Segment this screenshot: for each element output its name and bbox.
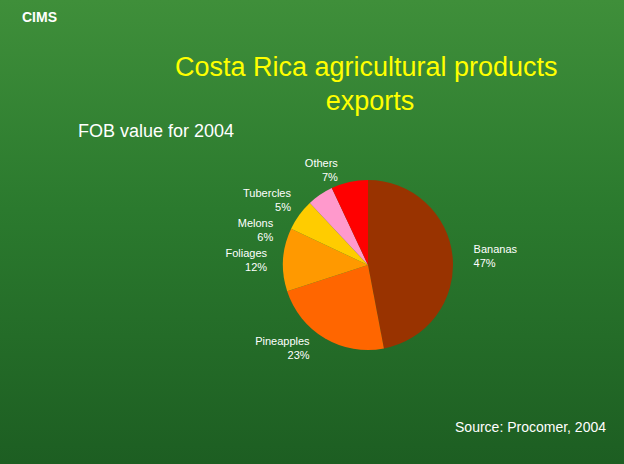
svg-text:FOB value for 2004: FOB value for 2004: [78, 121, 234, 141]
svg-text:12%: 12%: [245, 261, 267, 273]
svg-text:7%: 7%: [322, 171, 338, 183]
svg-text:6%: 6%: [257, 231, 273, 243]
svg-text:Source: Procomer, 2004: Source: Procomer, 2004: [455, 419, 606, 435]
svg-text:23%: 23%: [288, 349, 310, 361]
svg-text:Costa Rica agricultural produc: Costa Rica agricultural products: [175, 52, 565, 82]
svg-text:Melons: Melons: [238, 217, 274, 229]
svg-text:Foliages: Foliages: [226, 247, 268, 259]
svg-text:Others: Others: [305, 157, 339, 169]
svg-text:Bananas: Bananas: [474, 243, 518, 255]
svg-text:exports: exports: [326, 86, 415, 116]
svg-text:Pineapples: Pineapples: [255, 335, 310, 347]
svg-text:47%: 47%: [474, 257, 496, 269]
svg-text:CIMS: CIMS: [22, 9, 57, 25]
svg-text:Tubercles: Tubercles: [243, 187, 291, 199]
svg-text:5%: 5%: [275, 201, 291, 213]
